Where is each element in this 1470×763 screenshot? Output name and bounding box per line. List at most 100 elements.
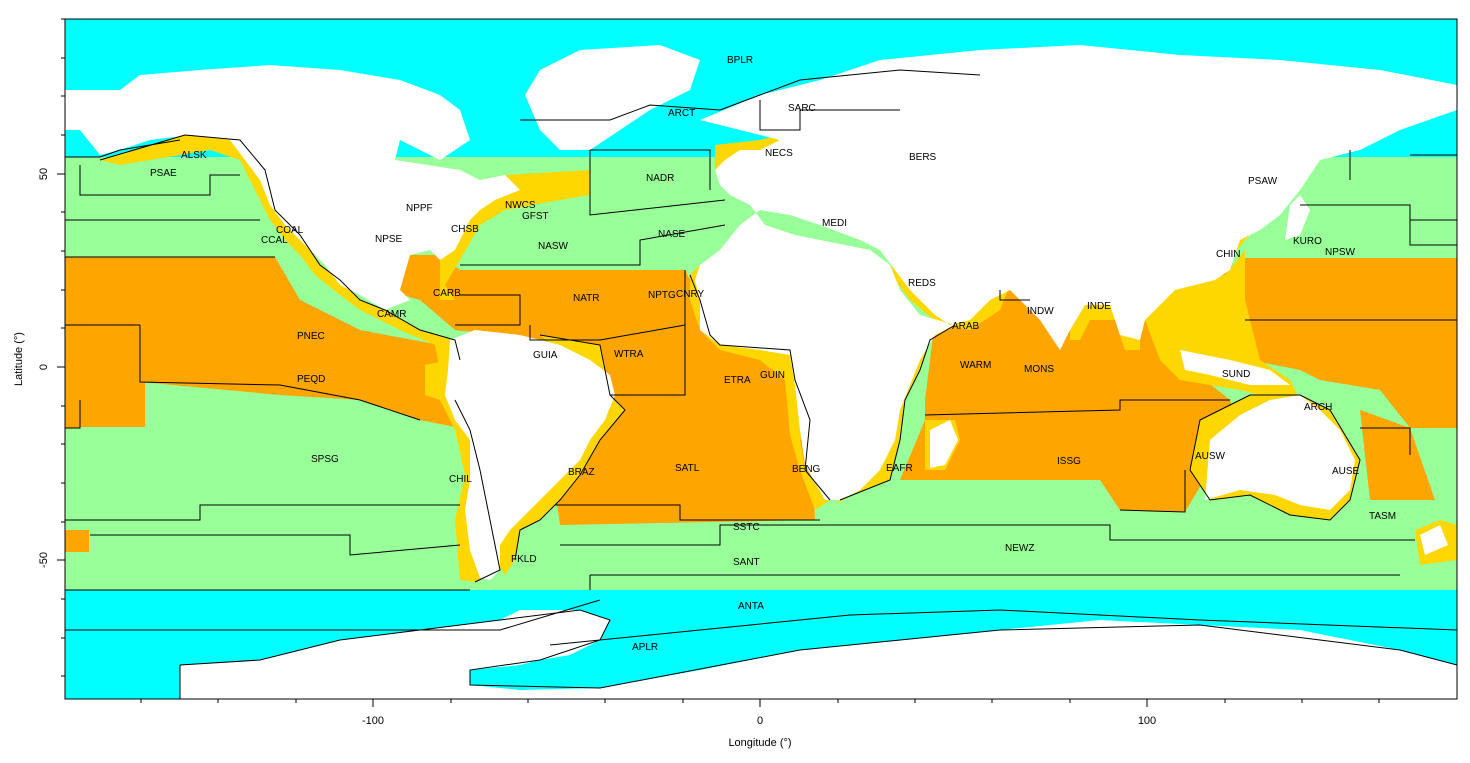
label-ausw: AUSW [1195,451,1226,462]
border-line [65,599,601,631]
label-sstc: SSTC [733,522,760,533]
label-issg: ISSG [1057,456,1081,467]
tasman-orange [1360,410,1435,500]
label-bplr: BPLR [727,55,753,66]
label-chil: CHIL [449,474,472,485]
label-fkld: FKLD [511,554,537,565]
plot-frame [64,18,1458,700]
label-etra: ETRA [724,375,751,386]
label-nase: NASE [658,229,686,240]
indonesia [1180,350,1290,385]
y-tick-label: 0 [38,364,50,370]
province-labels: BPLR ARCT SARC NECS BERS ALSK PSAE PSAW … [150,55,1396,653]
x-tick-label: 100 [1138,715,1156,727]
border-line [139,325,421,421]
label-nwcs: NWCS [505,200,536,211]
label-reds: REDS [908,278,936,289]
new-zealand [1420,525,1448,555]
border-line [549,609,1458,646]
coastline [514,334,626,561]
label-natr: NATR [573,293,599,304]
label-psae: PSAE [150,168,177,179]
coastline [689,274,831,501]
label-medi: MEDI [822,218,847,229]
eurasia-africa [695,45,1457,500]
border-line [79,165,240,196]
border-line [610,270,686,396]
border-line [65,504,460,521]
coastline [179,609,1458,689]
label-braz: BRAZ [568,467,595,478]
label-mons: MONS [1024,364,1054,375]
border-line [1300,204,1457,246]
border-line [555,504,820,521]
label-anta: ANTA [738,601,764,612]
label-aplr: APLR [632,642,658,653]
label-pnec: PNEC [297,331,325,342]
north-america-west-coast [100,135,460,370]
label-warm: WARM [960,360,991,371]
label-indw: INDW [1027,306,1054,317]
land-masses [65,45,1457,699]
x-axis: -100 0 100 Longitude (°) [140,699,1380,749]
x-tick-label: -100 [362,715,384,727]
label-sund: SUND [1222,369,1250,380]
africa-west-coast [690,265,830,510]
border-line [90,534,461,556]
y-axis-title: Latitude (°) [13,332,25,386]
border-line [1360,427,1411,455]
label-arct: ARCT [668,108,695,119]
coastline [1189,394,1361,521]
label-guin: GUIN [760,370,785,381]
label-sarc: SARC [788,103,816,114]
label-nadr: NADR [646,173,674,184]
label-nasw: NASW [538,241,569,252]
x-tick-label: 0 [757,715,763,727]
border-line [590,149,711,190]
madagascar [930,420,958,468]
arabian-coast [890,260,1010,330]
coastal-outlines [99,134,1458,689]
label-chsb: CHSB [451,224,479,235]
pacific-far-west [65,325,145,427]
australia [1205,395,1355,510]
x-axis-title: Longitude (°) [728,737,791,749]
antarctica [180,610,1457,699]
border-line [759,100,900,131]
label-coal: COAL [276,225,304,236]
label-necs: NECS [765,148,793,159]
label-npsw: NPSW [1325,247,1356,258]
y-minor-ticks [57,18,65,677]
label-newz: NEWZ [1005,543,1034,554]
province-borders [65,69,1458,699]
label-arch: ARCH [1304,402,1332,413]
border-line [924,399,1230,416]
border-line [520,69,981,121]
y-axis: 50 0 -50 Latitude (°) [13,18,65,677]
label-camr: CAMR [377,309,406,320]
label-carb: CARB [433,288,461,299]
y-tick-label: -50 [38,552,50,568]
border-line [529,324,686,341]
label-ause: AUSE [1332,466,1360,477]
border-line [560,524,1415,546]
label-satl: SATL [675,463,700,474]
japan [1285,195,1310,240]
label-wtra: WTRA [614,349,644,360]
label-eafr: EAFR [886,463,913,474]
border-line [460,224,726,266]
pacific-south-sw [65,530,89,552]
north-america-east-coast [440,170,590,300]
label-beng: BENG [792,464,821,475]
label-inde: INDE [1087,301,1111,312]
south-america [445,330,615,580]
label-kuro: KURO [1293,236,1322,247]
coastline [454,399,501,583]
x-minor-ticks [140,699,1380,707]
label-ccal: CCAL [261,235,288,246]
north-america [65,65,520,310]
border-line [589,150,726,216]
border-line [65,400,81,429]
label-arab: ARAB [952,321,980,332]
